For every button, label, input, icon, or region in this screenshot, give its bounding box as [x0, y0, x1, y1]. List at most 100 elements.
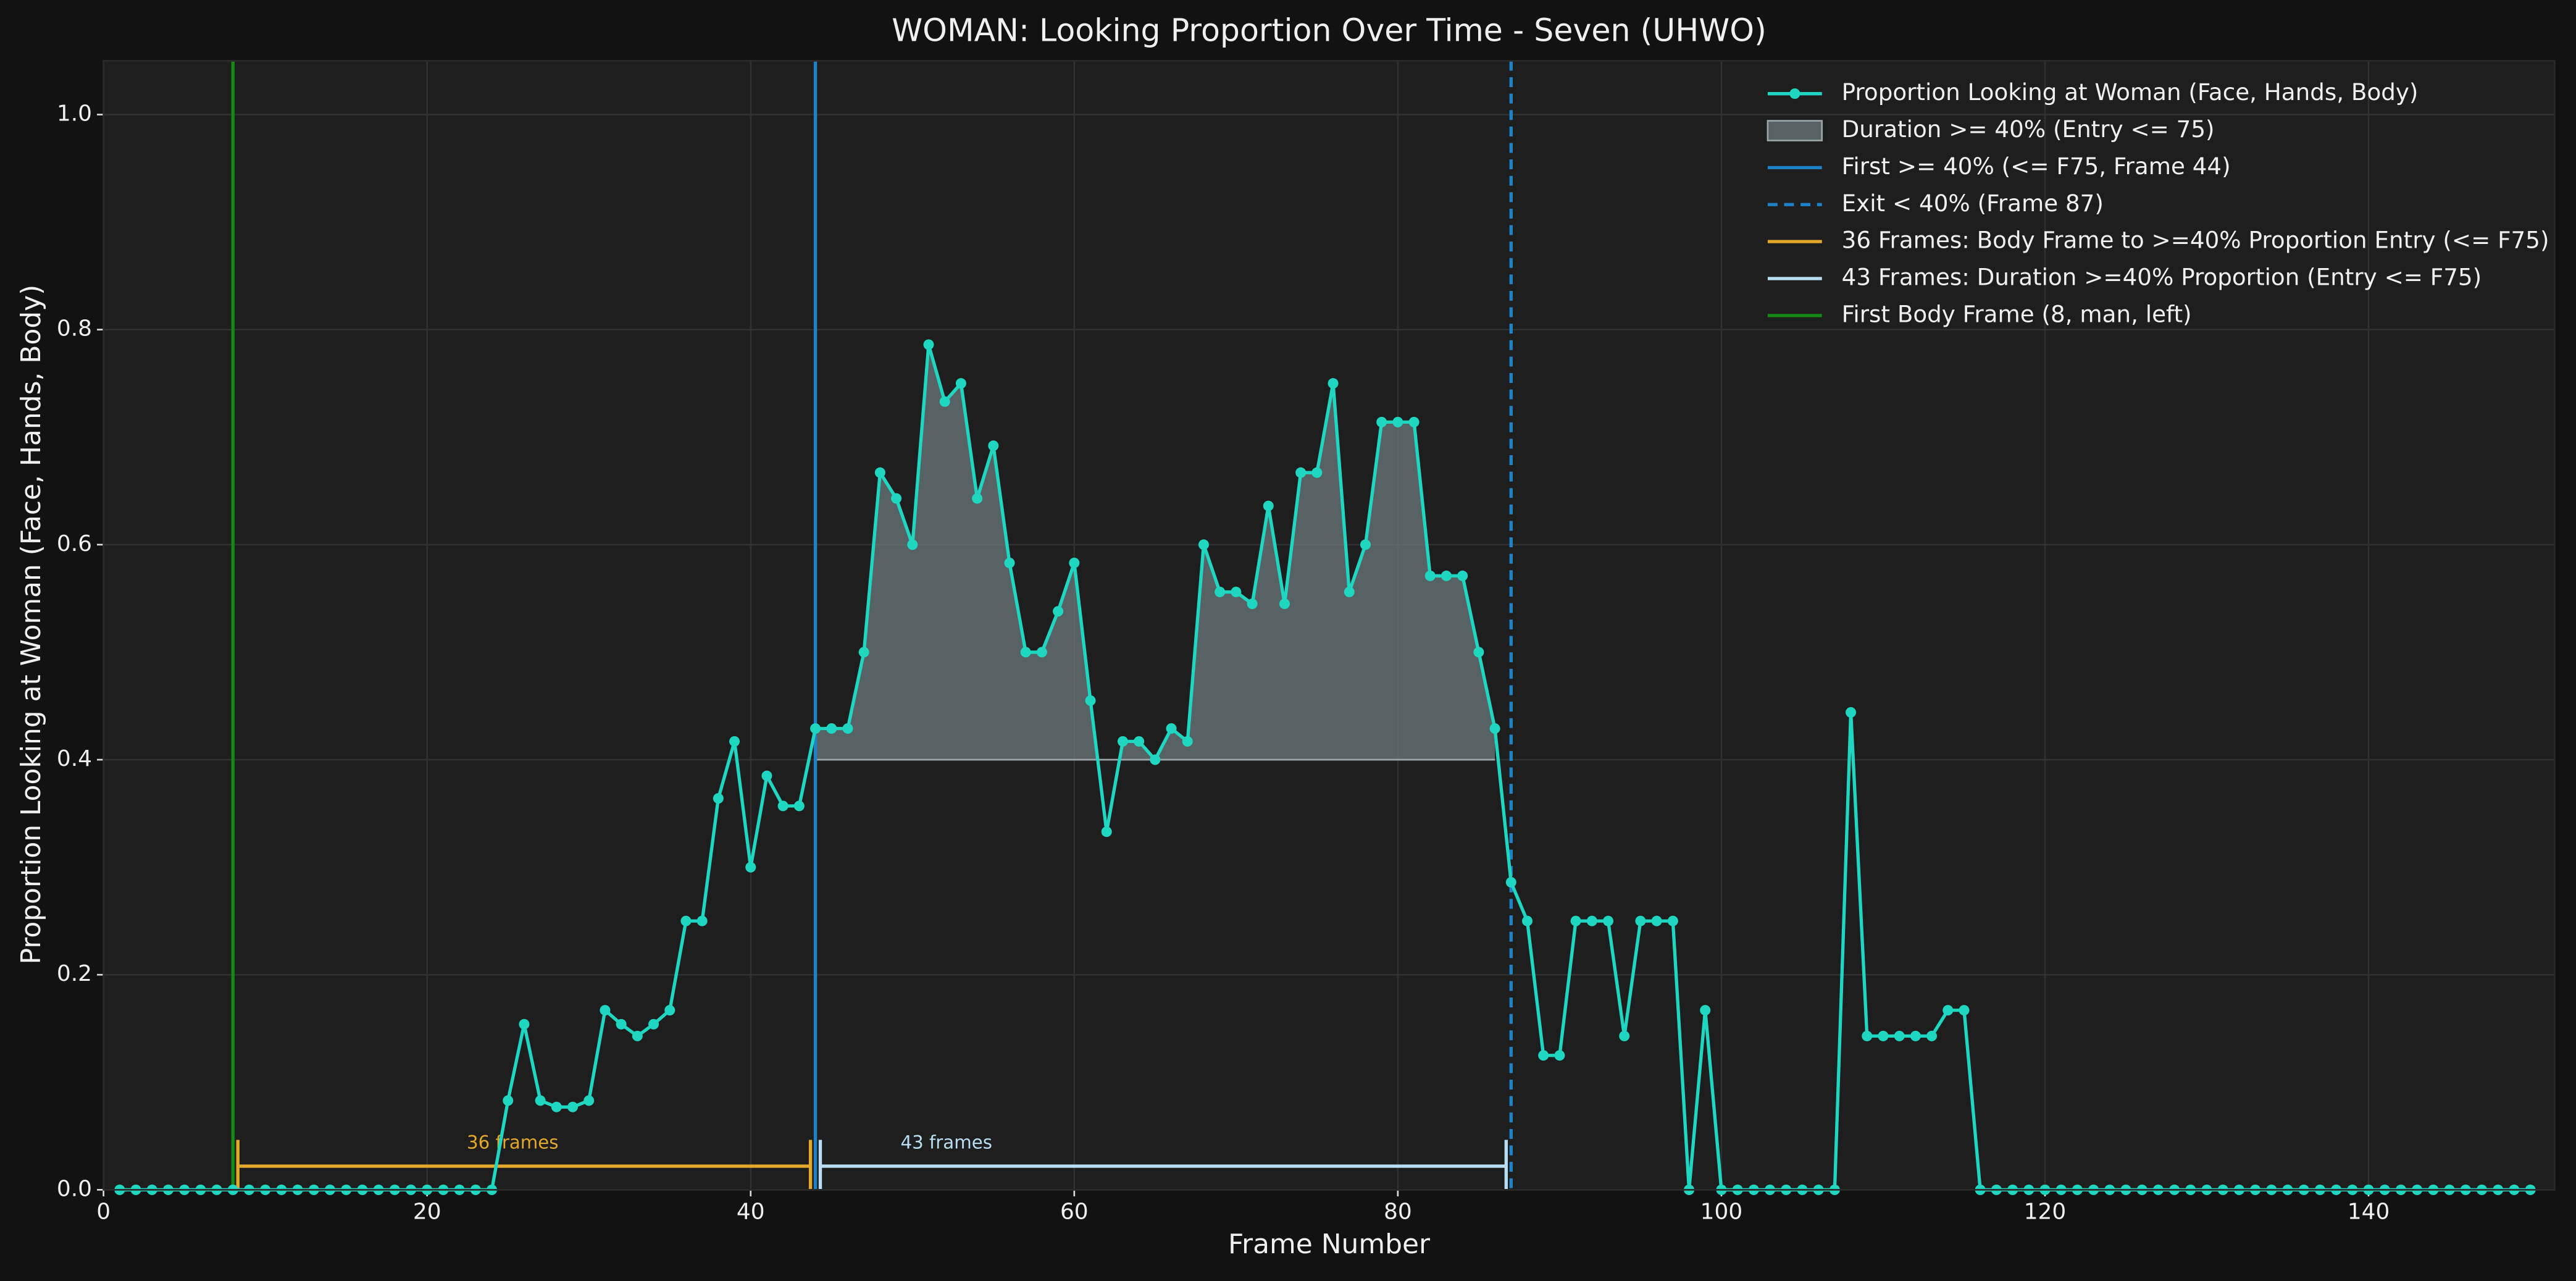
data-point [972, 493, 983, 504]
data-point [632, 1030, 643, 1041]
data-point [1360, 539, 1371, 550]
data-point [519, 1018, 530, 1030]
data-point [1651, 915, 1662, 926]
data-point [907, 539, 918, 550]
legend-label: Exit < 40% (Frame 87) [1842, 190, 2104, 217]
data-point [1959, 1005, 1970, 1016]
data-point [1894, 1030, 1905, 1041]
y-axis-label: Proportion Looking at Woman (Face, Hands… [15, 285, 47, 965]
data-point [1441, 570, 1452, 581]
legend-label: 43 Frames: Duration >=40% Proportion (En… [1842, 263, 2482, 290]
data-point [1910, 1030, 1921, 1041]
data-point [923, 339, 934, 350]
legend-swatch [1789, 88, 1800, 99]
data-point [1603, 915, 1614, 926]
data-point [551, 1101, 562, 1112]
data-point [874, 467, 885, 478]
data-point [1117, 736, 1128, 747]
data-point [1344, 586, 1355, 597]
data-point [939, 396, 950, 407]
x-tick-label: 100 [1700, 1199, 1743, 1225]
y-tick-label: 0.2 [57, 961, 92, 986]
data-point [535, 1095, 546, 1106]
x-tick-label: 40 [737, 1199, 765, 1225]
data-point [503, 1095, 514, 1106]
data-point [1053, 606, 1064, 617]
data-point [858, 647, 869, 658]
data-point [1878, 1030, 1889, 1041]
data-point [729, 736, 740, 747]
legend-label: First Body Frame (8, man, left) [1842, 300, 2192, 327]
legend-label: Duration >= 40% (Entry <= 75) [1842, 116, 2215, 143]
legend-label: First >= 40% (<= F75, Frame 44) [1842, 153, 2231, 180]
data-point [826, 723, 837, 734]
data-point [1538, 1050, 1549, 1061]
x-tick-label: 80 [1384, 1199, 1412, 1225]
data-point [1198, 539, 1209, 550]
y-tick-label: 0.4 [57, 746, 92, 771]
data-point [1457, 570, 1468, 581]
data-point [1101, 826, 1112, 838]
data-point [1311, 467, 1323, 478]
data-point [1667, 915, 1678, 926]
data-point [1166, 723, 1177, 734]
data-point [1635, 915, 1646, 926]
data-point [761, 770, 772, 781]
data-point [1069, 557, 1080, 568]
data-point [1473, 647, 1484, 658]
x-tick-label: 20 [413, 1199, 441, 1225]
data-point [1182, 736, 1193, 747]
y-tick-label: 0.0 [57, 1176, 92, 1201]
data-point [1376, 416, 1387, 427]
data-point [1085, 695, 1096, 706]
data-point [1619, 1030, 1630, 1041]
data-point [1231, 586, 1242, 597]
y-tick-label: 0.8 [57, 316, 92, 342]
fill-area [815, 345, 1495, 760]
data-point [988, 440, 999, 452]
data-point [955, 378, 966, 389]
data-point [1036, 647, 1047, 658]
x-tick-label: 60 [1060, 1199, 1089, 1225]
data-point [1020, 647, 1031, 658]
data-point [1586, 915, 1597, 926]
data-point [1215, 586, 1226, 597]
data-point [567, 1101, 579, 1112]
x-tick-label: 120 [2024, 1199, 2067, 1225]
x-tick-label: 0 [96, 1199, 111, 1225]
data-point [1328, 378, 1339, 389]
data-point [1942, 1005, 1954, 1016]
legend-label: 36 Frames: Body Frame to >=40% Proportio… [1842, 227, 2549, 254]
data-point [1700, 1005, 1711, 1016]
y-tick-label: 0.6 [57, 531, 92, 556]
data-point [1150, 754, 1161, 765]
data-point [1247, 598, 1258, 610]
data-point [1004, 557, 1015, 568]
data-point [696, 915, 708, 926]
data-point [1295, 467, 1307, 478]
x-axis-label: Frame Number [1228, 1228, 1431, 1260]
data-point [1554, 1050, 1565, 1061]
data-point [600, 1005, 611, 1016]
bracket-label: 36 frames [467, 1132, 559, 1153]
data-point [616, 1018, 627, 1030]
data-point [680, 915, 692, 926]
data-point [1408, 416, 1420, 427]
data-point [1846, 707, 1857, 718]
data-point [1862, 1030, 1873, 1041]
data-point [1263, 500, 1274, 511]
data-point [583, 1095, 595, 1106]
data-point [664, 1005, 675, 1016]
data-point [1489, 723, 1500, 734]
data-point [1505, 876, 1516, 888]
data-point [810, 723, 821, 734]
data-point [713, 793, 724, 804]
data-point [1134, 736, 1145, 747]
data-point [1570, 915, 1581, 926]
data-point [1926, 1030, 1938, 1041]
x-tick-label: 140 [2348, 1199, 2390, 1225]
chart-title: WOMAN: Looking Proportion Over Time - Se… [892, 12, 1767, 49]
